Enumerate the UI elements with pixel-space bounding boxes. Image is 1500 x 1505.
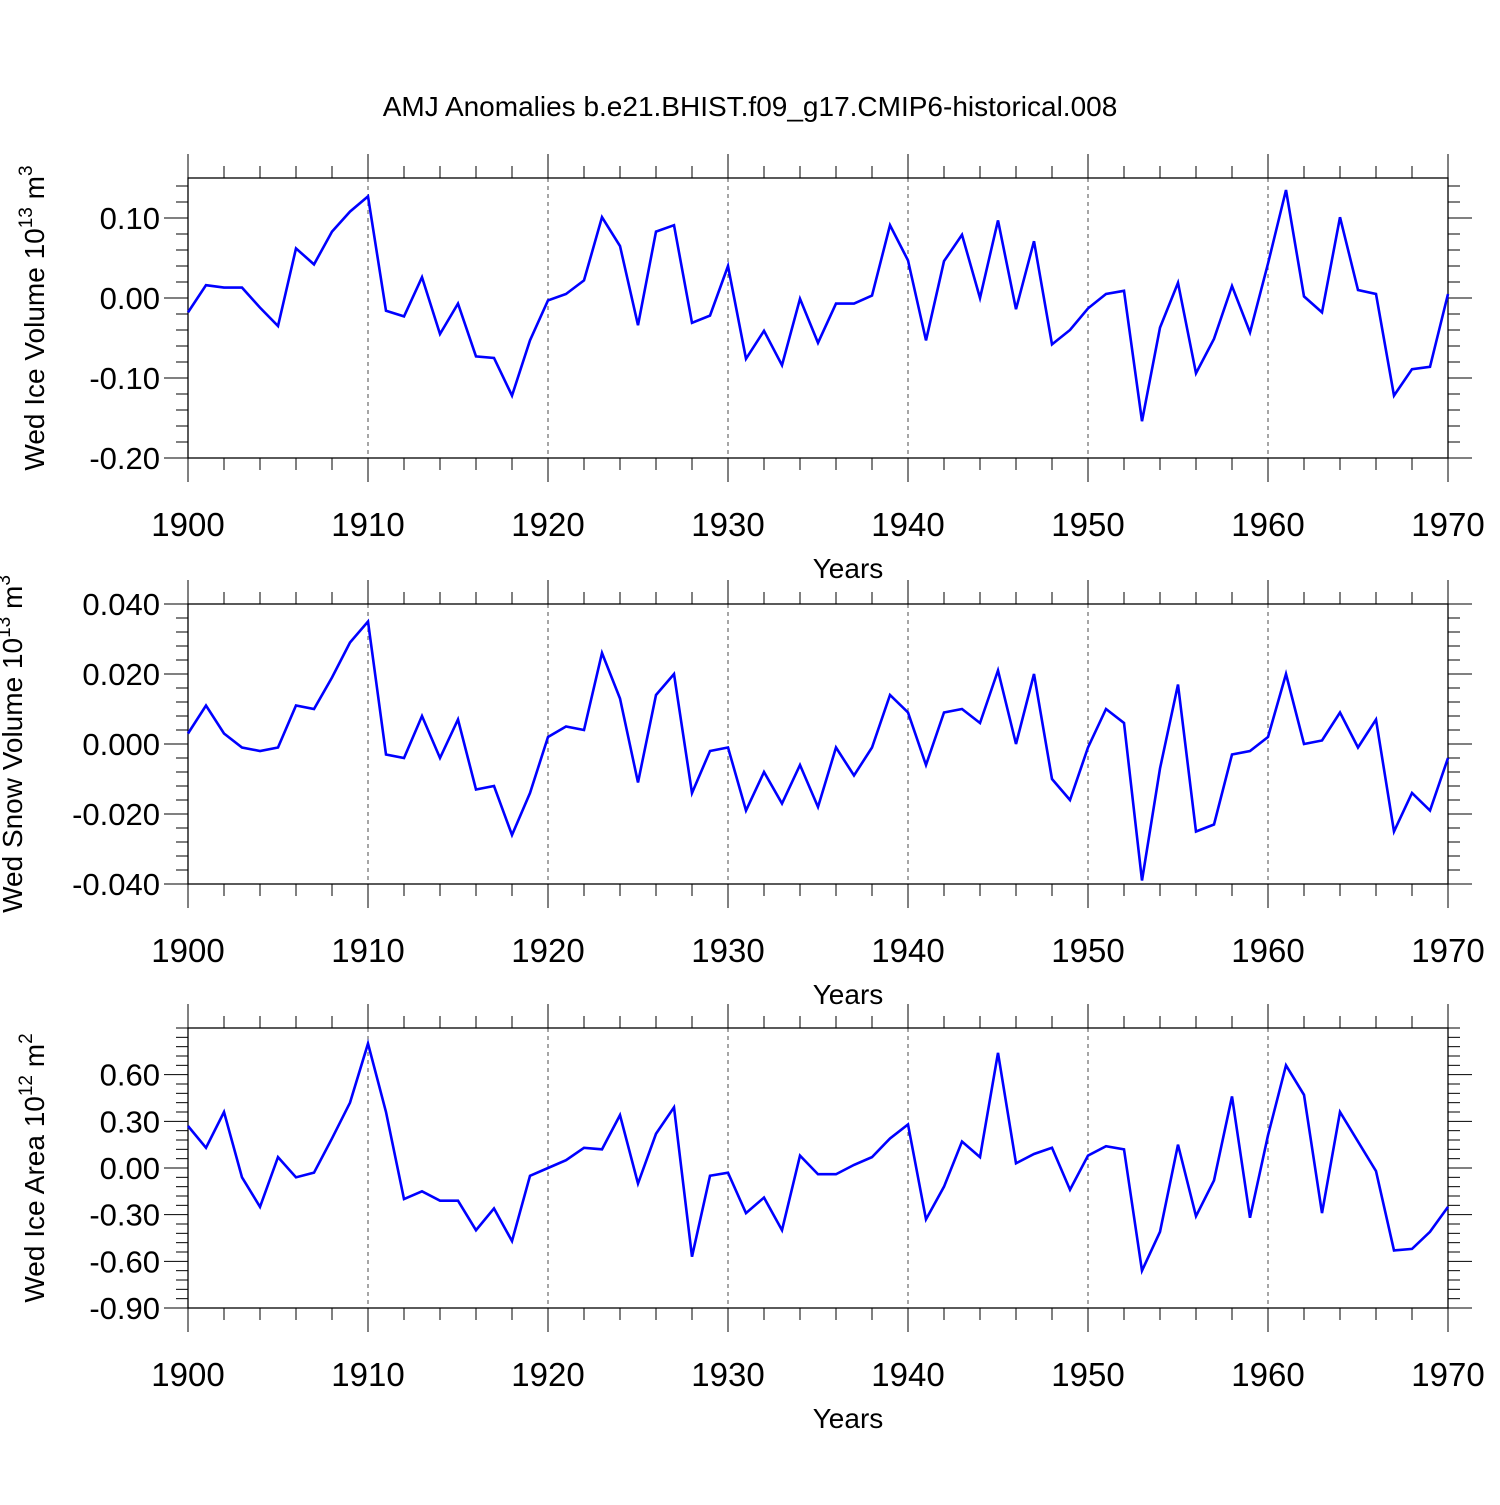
snow-volume-series-line — [186, 618, 1450, 881]
snow-volume-xtick-label: 1920 — [511, 932, 584, 969]
ice-volume-ytick-label: 0.10 — [100, 201, 160, 236]
ice-volume-xtick-label: 1900 — [151, 506, 224, 543]
ice-volume-series-line — [186, 189, 1450, 422]
ice-volume-xtick-label: 1920 — [511, 506, 584, 543]
ice-area-xtick-label: 1960 — [1231, 1356, 1304, 1393]
ice-area-xtick-label: 1920 — [511, 1356, 584, 1393]
ice-volume-ytick-label: 0.00 — [100, 281, 160, 316]
ice-volume-xtick-label: 1930 — [691, 506, 764, 543]
ice-area-ylabel: Wed Ice Area 1012 m2 — [16, 1033, 50, 1302]
chart-title: AMJ Anomalies b.e21.BHIST.f09_g17.CMIP6-… — [383, 91, 1118, 122]
ice-area-xtick-label: 1940 — [871, 1356, 944, 1393]
ice-area-xlabel: Years — [813, 1403, 884, 1434]
ice-area-ytick-label: 0.30 — [100, 1104, 160, 1139]
snow-volume-ytick-label: 0.000 — [82, 727, 160, 762]
snow-volume-xtick-label: 1910 — [331, 932, 404, 969]
snow-volume-ytick-label: -0.020 — [72, 797, 160, 832]
ice-volume-frame — [187, 177, 1449, 459]
snow-volume-ytick-label: -0.040 — [72, 867, 160, 902]
ice-volume-xtick-label: 1960 — [1231, 506, 1304, 543]
ice-area-xtick-label: 1950 — [1051, 1356, 1124, 1393]
ice-volume-ytick-label: -0.10 — [89, 361, 160, 396]
ice-area-series-line — [186, 1038, 1450, 1276]
snow-volume-ytick-label: 0.020 — [82, 657, 160, 692]
snow-volume-xtick-label: 1930 — [691, 932, 764, 969]
snow-volume-ylabel: Wed Snow Volume 1013 m3 — [0, 575, 28, 913]
ice-volume-xtick-label: 1950 — [1051, 506, 1124, 543]
snow-volume-xtick-label: 1940 — [871, 932, 944, 969]
ice-area-ytick-label: -0.60 — [89, 1244, 160, 1279]
ice-area-ytick-label: -0.30 — [89, 1198, 160, 1233]
snow-volume-xtick-label: 1970 — [1411, 932, 1484, 969]
ice-area-xtick-label: 1930 — [691, 1356, 764, 1393]
ice-volume-panel: 1900 1910 1920 1930 1940 1950 1960 1970 Years -0.… — [16, 154, 1485, 584]
ice-volume-xlabel: Years — [813, 553, 884, 584]
ice-area-xtick-label: 1910 — [331, 1356, 404, 1393]
ice-volume-ytick-label: -0.20 — [89, 441, 160, 476]
snow-volume-xtick-label: 1950 — [1051, 932, 1124, 969]
snow-volume-xtick-label: 1900 — [151, 932, 224, 969]
ice-area-frame — [187, 1027, 1449, 1309]
ice-volume-xtick-label: 1910 — [331, 506, 404, 543]
ice-area-panel: 1900 1910 1920 1930 1940 1950 1960 1970 Years -0.… — [16, 1004, 1485, 1434]
ice-area-ytick-label: 0.60 — [100, 1058, 160, 1093]
snow-volume-xlabel: Years — [813, 979, 884, 1010]
ice-volume-xtick-label: 1970 — [1411, 506, 1484, 543]
snow-volume-xtick-label: 1960 — [1231, 932, 1304, 969]
ice-area-xtick-label: 1970 — [1411, 1356, 1484, 1393]
snow-volume-panel: 1900 1910 1920 1930 1940 1950 1960 1970 Years -0.… — [0, 575, 1485, 1010]
ice-area-ytick-label: -0.90 — [89, 1291, 160, 1326]
snow-volume-ytick-label: 0.040 — [82, 587, 160, 622]
ice-area-xtick-label: 1900 — [151, 1356, 224, 1393]
ice-area-ytick-label: 0.00 — [100, 1151, 160, 1186]
ice-volume-ylabel: Wed Ice Volume 1013 m3 — [16, 165, 50, 470]
ice-volume-xtick-label: 1940 — [871, 506, 944, 543]
